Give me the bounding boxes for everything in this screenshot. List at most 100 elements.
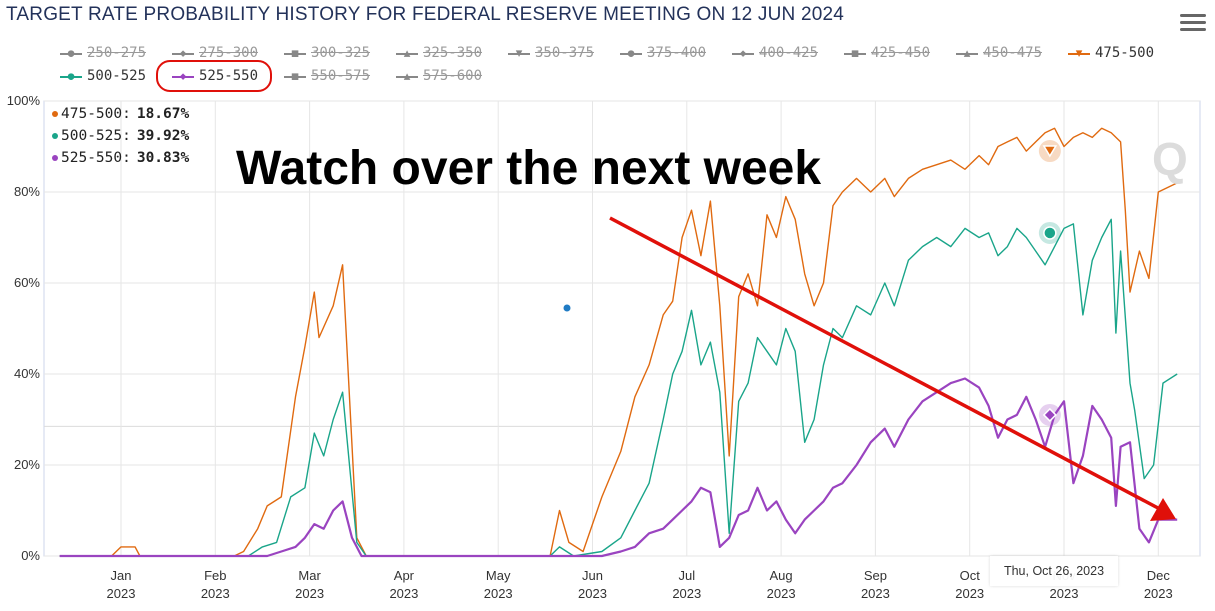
legend-label: 300-325 — [311, 45, 371, 61]
legend-label: 550-575 — [311, 68, 371, 84]
y-tick-label: 20% — [14, 457, 40, 472]
legend-label: 475-500 — [1095, 45, 1155, 61]
marker-500-525 — [1043, 226, 1057, 240]
legend-item-300-325[interactable]: ■ 300-325 — [284, 44, 370, 62]
square-icon: ■ — [284, 46, 306, 60]
legend-item-550-575[interactable]: ■ 550-575 — [284, 67, 370, 85]
circle-icon: ● — [620, 46, 642, 60]
annotation-arrow-head — [1150, 498, 1176, 521]
x-tick-month: Apr — [394, 568, 415, 583]
diamond-icon: ◆ — [732, 46, 754, 60]
triangle-down-icon: ▼ — [1068, 46, 1090, 60]
tooltip-row-500-525: 500-525: 39.92% — [52, 125, 189, 147]
x-tick-month: Sep — [864, 568, 887, 583]
tooltip-row-525-550: 525-550: 30.83% — [52, 147, 189, 169]
legend-item-525-550[interactable]: ◆ 525-550 — [172, 67, 258, 85]
x-tick-year: 2023 — [1144, 586, 1173, 601]
tooltip-values: 475-500: 18.67% 500-525: 39.92% 525-550:… — [52, 103, 189, 169]
marker-475-500 — [1042, 145, 1058, 158]
legend-label: 500-525 — [87, 68, 147, 84]
tooltip-dot — [52, 111, 58, 117]
legend-item-425-450[interactable]: ■ 425-450 — [844, 44, 930, 62]
legend-item-350-375[interactable]: ▼ 350-375 — [508, 44, 594, 62]
triangle-up-icon: ▲ — [396, 46, 418, 60]
series-line-475-500 — [59, 127, 1178, 557]
annotation-text: Watch over the next week — [236, 142, 822, 195]
triangle-up-icon: ▲ — [956, 46, 978, 60]
y-tick-label: 40% — [14, 366, 40, 381]
x-tick-year: 2023 — [578, 586, 607, 601]
legend-item-375-400[interactable]: ● 375-400 — [620, 44, 706, 62]
triangle-up-icon: ▲ — [396, 69, 418, 83]
legend-item-450-475[interactable]: ▲ 450-475 — [956, 44, 1042, 62]
tooltip-value: 30.83% — [136, 150, 190, 166]
legend-label: 400-425 — [759, 45, 819, 61]
tooltip-value: 18.67% — [136, 106, 190, 122]
legend-label: 425-450 — [871, 45, 931, 61]
x-tick-month: May — [486, 568, 511, 583]
tooltip-dot — [52, 155, 58, 161]
y-tick-label: 100% — [7, 93, 41, 108]
square-icon: ■ — [284, 69, 306, 83]
triangle-down-icon: ▼ — [508, 46, 530, 60]
tooltip-dot — [52, 133, 58, 139]
x-tick-month: Jul — [678, 568, 695, 583]
tooltip-value: 39.92% — [136, 128, 190, 144]
legend-label: 275-300 — [199, 45, 259, 61]
tooltip-date: Thu, Oct 26, 2023 — [990, 556, 1118, 586]
x-tick-year: 2023 — [672, 586, 701, 601]
legend-label: 525-550 — [199, 68, 259, 84]
stray-point — [563, 304, 571, 312]
x-tick-year: 2023 — [1050, 586, 1079, 601]
x-tick-year: 2023 — [201, 586, 230, 601]
x-tick-year: 2023 — [484, 586, 513, 601]
x-tick-year: 2023 — [955, 586, 984, 601]
x-tick-year: 2023 — [107, 586, 136, 601]
annotation-arrow-line — [609, 216, 1159, 510]
x-tick-year: 2023 — [861, 586, 890, 601]
legend-label: 325-350 — [423, 45, 483, 61]
legend-label: 575-600 — [423, 68, 483, 84]
x-tick-month: Mar — [298, 568, 321, 583]
tooltip-row-475-500: 475-500: 18.67% — [52, 103, 189, 125]
legend-item-500-525[interactable]: ● 500-525 — [60, 67, 146, 85]
tooltip-label: 525-550: — [61, 150, 131, 166]
legend-item-250-275[interactable]: ● 250-275 — [60, 44, 146, 62]
x-tick-year: 2023 — [767, 586, 796, 601]
x-tick-year: 2023 — [295, 586, 324, 601]
y-tick-label: 80% — [14, 184, 40, 199]
legend-item-275-300[interactable]: ◆ 275-300 — [172, 44, 258, 62]
circle-icon: ● — [60, 46, 82, 60]
legend-highlight-ring — [156, 60, 272, 92]
hamburger-menu-icon[interactable] — [1180, 14, 1206, 36]
series-line-500-525 — [59, 218, 1178, 557]
y-tick-label: 0% — [21, 548, 40, 563]
x-tick-month: Jun — [582, 568, 603, 583]
circle-icon: ● — [60, 69, 82, 83]
x-tick-month: Oct — [960, 568, 981, 583]
tooltip-label: 500-525: — [61, 128, 131, 144]
series-line-525-550 — [59, 377, 1178, 558]
legend-item-325-350[interactable]: ▲ 325-350 — [396, 44, 482, 62]
legend-item-575-600[interactable]: ▲ 575-600 — [396, 67, 482, 85]
marker-525-550 — [1042, 407, 1057, 423]
diamond-icon: ◆ — [172, 69, 194, 83]
square-icon: ■ — [844, 46, 866, 60]
legend-label: 350-375 — [535, 45, 595, 61]
legend-label: 250-275 — [87, 45, 147, 61]
chart-title: TARGET RATE PROBABILITY HISTORY FOR FEDE… — [6, 4, 845, 25]
legend-item-400-425[interactable]: ◆ 400-425 — [732, 44, 818, 62]
diamond-icon: ◆ — [172, 46, 194, 60]
watermark-q: Q — [1152, 133, 1188, 185]
legend-label: 375-400 — [647, 45, 707, 61]
x-tick-month: Feb — [204, 568, 226, 583]
x-tick-month: Dec — [1147, 568, 1171, 583]
x-tick-year: 2023 — [389, 586, 418, 601]
legend-label: 450-475 — [983, 45, 1043, 61]
x-tick-month: Aug — [770, 568, 793, 583]
legend-item-475-500[interactable]: ▼ 475-500 — [1068, 44, 1154, 62]
y-tick-label: 60% — [14, 275, 40, 290]
tooltip-label: 475-500: — [61, 106, 131, 122]
x-tick-month: Jan — [111, 568, 132, 583]
